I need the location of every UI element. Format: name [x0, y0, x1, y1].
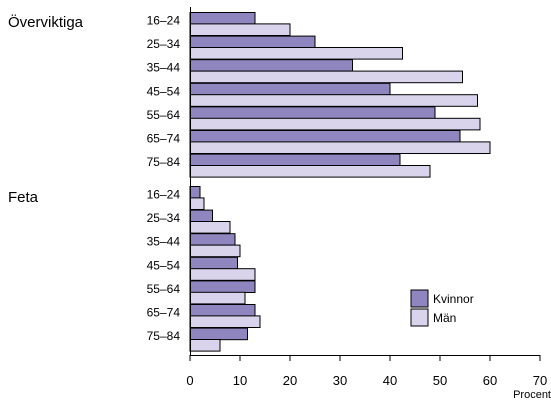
bar-Feta-man-35–44: [189, 244, 241, 258]
legend: Kvinnor Män: [410, 289, 474, 327]
bar-Överviktiga-kvinnor-65–74: [189, 130, 461, 143]
x-axis-label: Procent: [513, 389, 551, 401]
category-labels: 16–24 25–34 35–44 45–54 55–64 65–74 75–84 16–24…: [147, 14, 181, 344]
x-tick-label: 40: [383, 373, 397, 388]
x-tick-label: 0: [186, 373, 193, 388]
category-label: 65–74: [147, 132, 181, 146]
group-label-overviktiga: Överviktiga: [8, 13, 84, 31]
x-tick-label: 30: [333, 373, 347, 388]
bar-Överviktiga-kvinnor-35–44: [189, 59, 353, 72]
bar-Överviktiga-man-35–44: [189, 70, 463, 84]
bar-Feta-man-25–34: [189, 221, 231, 234]
category-label: 25–34: [147, 37, 181, 51]
x-axis-ticks: 0 10 20 30 40 50 60 70: [186, 355, 547, 388]
legend-label-man: Män: [433, 311, 456, 325]
category-label: 45–54: [147, 258, 181, 272]
category-label: 25–34: [147, 211, 181, 225]
category-label: 55–64: [147, 108, 181, 122]
category-label: 55–64: [147, 282, 181, 296]
x-tick-label: 50: [433, 373, 447, 388]
bar-Överviktiga-man-25–34: [189, 47, 403, 60]
bar-Överviktiga-man-45–54: [189, 94, 478, 107]
bar-Överviktiga-man-55–64: [189, 117, 481, 131]
category-label: 75–84: [147, 155, 181, 169]
x-tick-label: 70: [533, 373, 547, 388]
category-label: 45–54: [147, 84, 181, 98]
bar-Feta-kvinnor-55–64: [189, 280, 256, 293]
bars-layer: [189, 12, 491, 352]
bar-Överviktiga-kvinnor-75–84: [189, 153, 401, 167]
category-label: 16–24: [147, 188, 181, 202]
category-label: 16–24: [147, 14, 181, 28]
group-label-feta: Feta: [8, 189, 39, 206]
bar-Feta-man-65–74: [189, 315, 261, 328]
bar-Feta-kvinnor-65–74: [189, 304, 256, 317]
bar-Överviktiga-kvinnor-55–64: [189, 106, 436, 120]
category-label: 35–44: [147, 61, 181, 75]
bar-Överviktiga-kvinnor-25–34: [189, 35, 316, 49]
legend-swatch-man: [410, 308, 429, 327]
category-label: 65–74: [147, 306, 181, 320]
x-tick-label: 60: [483, 373, 497, 388]
bar-Feta-kvinnor-75–84: [189, 327, 248, 341]
bar-Feta-kvinnor-35–44: [189, 233, 236, 246]
category-label: 75–84: [147, 329, 181, 343]
bar-Feta-man-75–84: [189, 339, 221, 352]
legend-swatch-kvinnor: [410, 289, 429, 308]
bar-Överviktiga-kvinnor-16–24: [189, 12, 256, 25]
bar-Feta-kvinnor-25–34: [189, 209, 213, 223]
bar-Feta-kvinnor-16–24: [189, 186, 201, 199]
x-tick-label: 20: [283, 373, 297, 388]
x-tick-label: 10: [233, 373, 247, 388]
bar-Överviktiga-man-16–24: [189, 23, 291, 36]
legend-label-kvinnor: Kvinnor: [433, 292, 474, 306]
bar-Feta-kvinnor-45–54: [189, 256, 238, 270]
bar-Feta-man-16–24: [189, 197, 205, 210]
bar-Överviktiga-man-75–84: [189, 165, 431, 178]
bar-Feta-man-55–64: [189, 291, 246, 305]
bar-Feta-man-45–54: [189, 268, 256, 281]
bar-Överviktiga-kvinnor-45–54: [189, 82, 391, 96]
bar-Överviktiga-man-65–74: [189, 141, 491, 154]
category-label: 35–44: [147, 235, 181, 249]
